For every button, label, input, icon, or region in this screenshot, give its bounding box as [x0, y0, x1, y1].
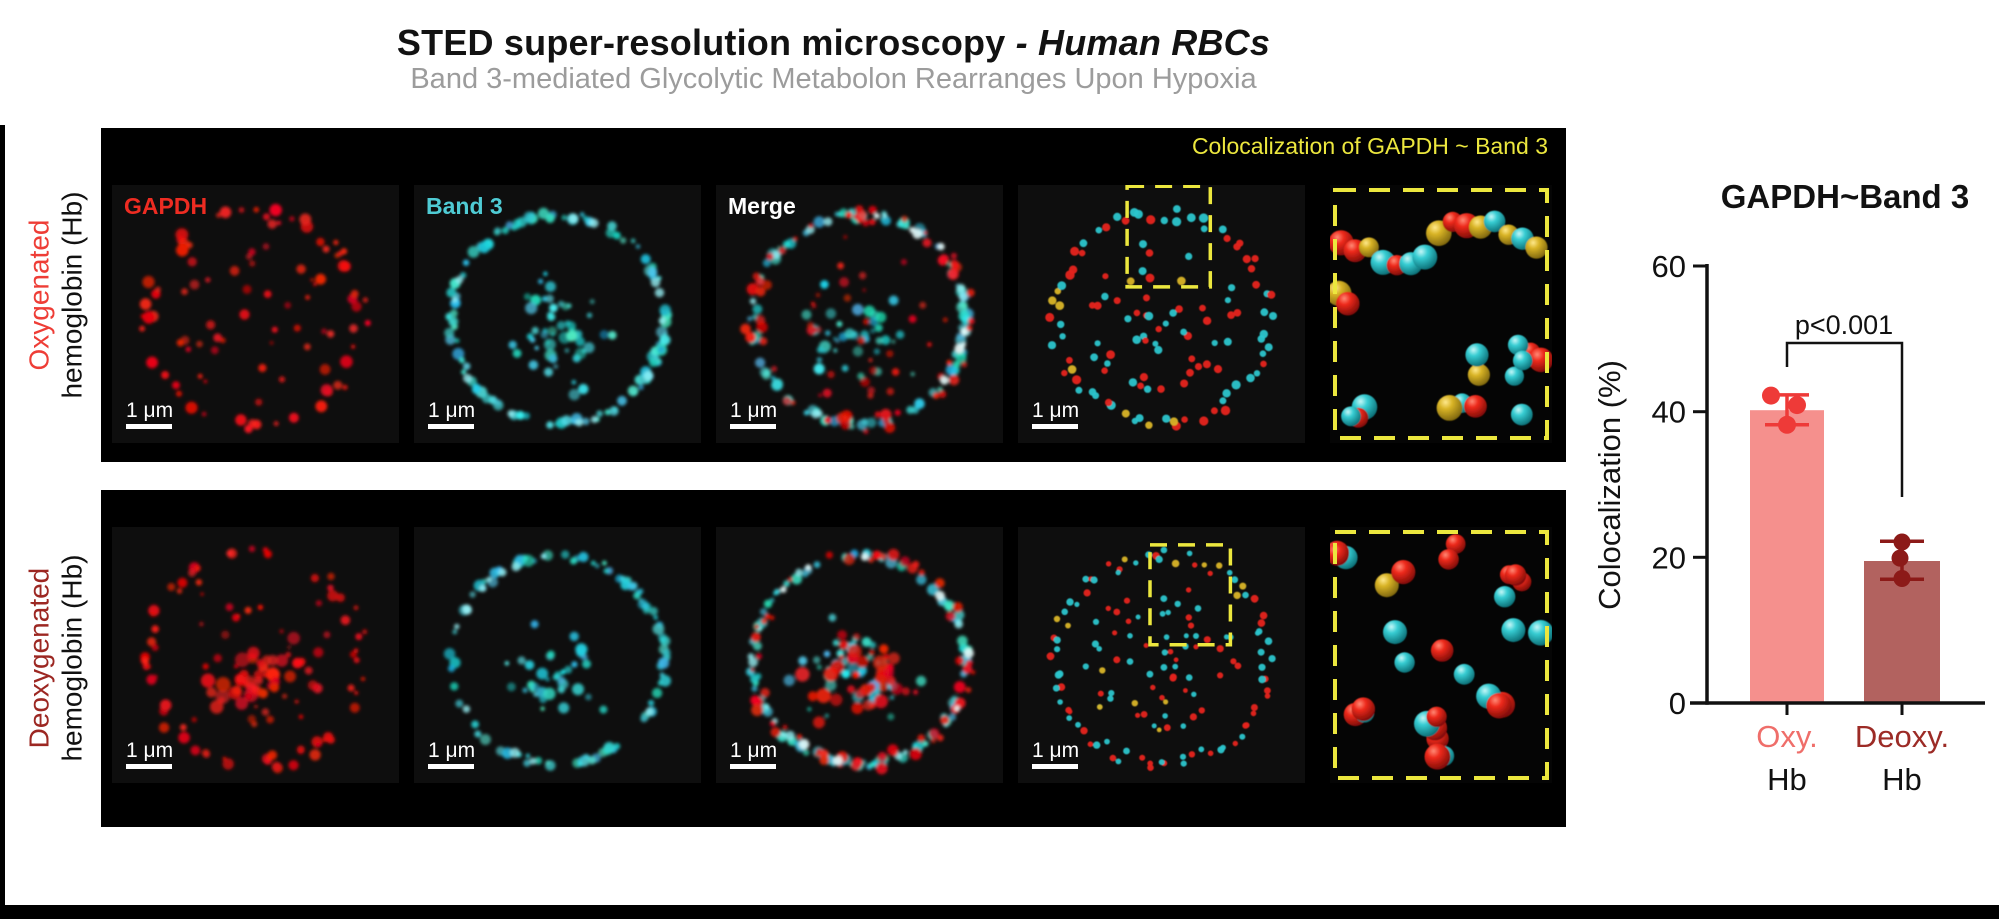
category-label-deoxy: Deoxy. — [1855, 719, 1949, 754]
row-label-deoxygenated-line1: Deoxygenated — [22, 568, 54, 749]
row-label-oxygenated-line1: Oxygenated — [22, 219, 54, 371]
data-point — [1778, 415, 1796, 434]
bar-oxy-hb — [1750, 410, 1824, 703]
data-point — [1893, 533, 1911, 551]
panel-deoxy-coloc-dots-art — [1046, 543, 1276, 771]
figure-subtitle: Band 3-mediated Glycolytic Metabolon Rea… — [410, 63, 1257, 95]
panel-oxy-coloc-inset-art — [1330, 188, 1552, 440]
category-label-oxy: Oxy. — [1756, 719, 1817, 754]
scale-bar: 1 μm — [1032, 740, 1079, 769]
panel-deoxy-merge: 1 μm — [716, 527, 1003, 783]
figure-border-left — [0, 125, 5, 905]
row-label-deoxygenated-line2: hemoglobin (Hb) — [56, 555, 87, 762]
scale-bar-line — [126, 764, 172, 769]
scale-bar-label: 1 μm — [1032, 739, 1080, 762]
panel-oxy-band3: Band 3 1 μm — [414, 185, 701, 443]
significance-label: p<0.001 — [1795, 310, 1893, 340]
y-tick-label: 20 — [1652, 540, 1686, 575]
scale-bar: 1 μm — [1032, 400, 1079, 429]
chart-ylabel: Colocalization (%) — [1592, 360, 1627, 610]
panel-oxy-band3-label: Band 3 — [426, 193, 503, 219]
colocalization-bar-chart: GAPDH~Band 3 Colocalization (%) p<0.001 0 20… — [1590, 150, 1999, 810]
scale-bar: 1 μm — [730, 400, 777, 429]
scale-bar: 1 μm — [428, 740, 475, 769]
scale-bar-line — [730, 764, 776, 769]
category-sublabel: Hb — [1882, 762, 1922, 797]
scale-bar-label: 1 μm — [1032, 399, 1080, 422]
y-tick-label: 40 — [1652, 395, 1686, 430]
panel-oxy-coloc-dots: 1 μm — [1018, 185, 1305, 443]
scale-bar: 1 μm — [730, 740, 777, 769]
panel-deoxy-gapdh: 1 μm — [112, 527, 399, 783]
data-point — [1762, 386, 1780, 405]
figure-title-main: STED super-resolution microscopy — [396, 22, 1016, 63]
row-label-oxygenated-line2: hemoglobin (Hb) — [56, 191, 87, 399]
scale-bar-label: 1 μm — [730, 739, 778, 762]
figure-border-bottom — [0, 905, 1999, 919]
scale-bar: 1 μm — [428, 400, 475, 429]
panel-deoxy-merge-art — [746, 548, 976, 775]
scale-bar-line — [126, 424, 172, 429]
panel-oxy-merge-art — [740, 205, 975, 435]
panel-deoxy-band3: 1 μm — [414, 527, 701, 783]
scale-bar-line — [1032, 424, 1078, 429]
panel-oxy-band3-art — [444, 207, 672, 429]
data-point — [1893, 570, 1911, 587]
panel-oxy-merge: Merge 1 μm — [716, 185, 1003, 443]
scale-bar-label: 1 μm — [730, 399, 778, 422]
row-label-deoxygenated: Deoxygenated hemoglobin (Hb) — [12, 490, 98, 827]
panel-oxy-coloc-inset — [1330, 185, 1552, 443]
panel-deoxy-coloc-dots: 1 μm — [1018, 527, 1305, 783]
scale-bar: 1 μm — [126, 740, 173, 769]
panel-deoxy-coloc-inset-art — [1330, 530, 1552, 780]
y-tick-label: 0 — [1669, 686, 1686, 721]
y-tick-label: 60 — [1652, 249, 1686, 284]
figure-title-emphasis: - Human RBCs — [1015, 22, 1271, 63]
significance-bracket — [1785, 341, 1904, 497]
panel-oxy-coloc-dots-art — [1045, 185, 1277, 431]
panel-deoxy-gapdh-art — [140, 545, 368, 774]
scale-bar-line — [730, 424, 776, 429]
data-point — [1788, 396, 1806, 415]
chart-title: GAPDH~Band 3 — [1721, 178, 1969, 215]
scale-bar-label: 1 μm — [126, 399, 174, 422]
microscopy-strip-deoxygenated: 1 μm 1 μm 1 μm 1 μm — [101, 490, 1566, 827]
colocalization-banner: Colocalization of GAPDH ~ Band 3 — [1191, 133, 1548, 159]
microscopy-strip-oxygenated: Colocalization of GAPDH ~ Band 3 GAPDH 1 … — [101, 128, 1566, 462]
bar-chart-svg: GAPDH~Band 3 Colocalization (%) p<0.001 0 20… — [1592, 178, 1985, 797]
scale-bar-label: 1 μm — [126, 739, 174, 762]
panel-oxy-merge-label: Merge — [728, 193, 796, 219]
scale-bar-line — [428, 424, 474, 429]
scale-bar: 1 μm — [126, 400, 173, 429]
scale-bar-line — [1032, 764, 1078, 769]
figure-title: STED super-resolution microscopy - Human… — [101, 22, 1566, 64]
scale-bar-line — [428, 764, 474, 769]
panel-deoxy-coloc-inset — [1330, 527, 1552, 783]
panel-deoxy-band3-art — [443, 550, 671, 771]
panel-oxy-gapdh-art — [139, 203, 371, 434]
panel-oxy-gapdh: GAPDH 1 μm — [112, 185, 399, 443]
category-sublabel: Hb — [1767, 762, 1807, 797]
scale-bar-label: 1 μm — [428, 739, 476, 762]
row-label-oxygenated: Oxygenated hemoglobin (Hb) — [12, 128, 98, 462]
data-point — [1891, 549, 1909, 567]
panel-oxy-gapdh-label: GAPDH — [124, 193, 208, 219]
scale-bar-label: 1 μm — [428, 399, 476, 422]
